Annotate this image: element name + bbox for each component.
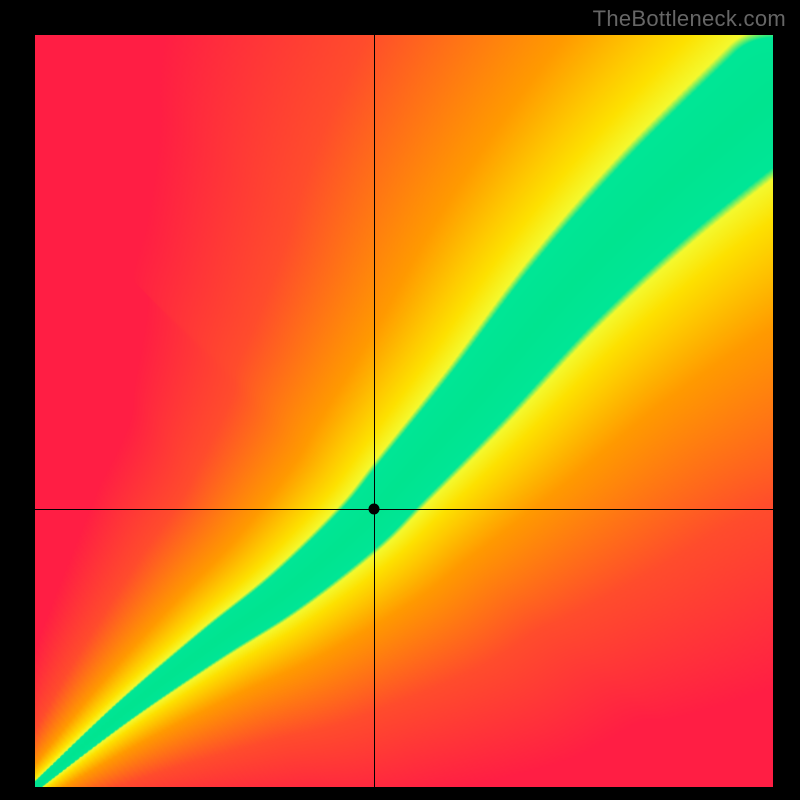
data-point	[369, 503, 380, 514]
crosshair-vertical	[374, 35, 375, 787]
crosshair-horizontal	[35, 509, 773, 510]
heatmap-chart	[35, 35, 773, 787]
heatmap-canvas	[35, 35, 773, 787]
watermark-text: TheBottleneck.com	[593, 6, 786, 32]
